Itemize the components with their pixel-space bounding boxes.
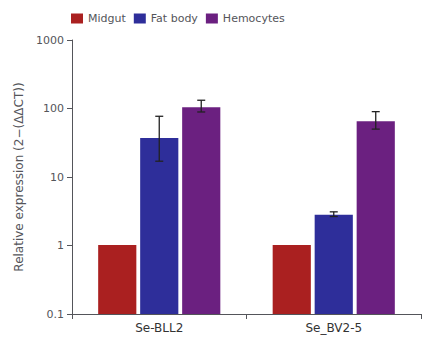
svg-text:100: 100 (43, 102, 64, 115)
svg-text:Se-BLL2: Se-BLL2 (135, 321, 183, 335)
svg-text:Fat body: Fat body (151, 12, 199, 25)
svg-text:10: 10 (50, 171, 64, 184)
svg-text:1000: 1000 (36, 34, 64, 47)
svg-text:Hemocytes: Hemocytes (223, 12, 285, 25)
svg-text:Midgut: Midgut (88, 12, 126, 25)
svg-text:0.1: 0.1 (47, 308, 65, 321)
svg-text:Relative expression (2−(ΔΔCT)): Relative expression (2−(ΔΔCT)) (12, 82, 26, 271)
svg-text:1: 1 (57, 239, 64, 252)
svg-text:Se_BV2-5: Se_BV2-5 (305, 321, 362, 335)
